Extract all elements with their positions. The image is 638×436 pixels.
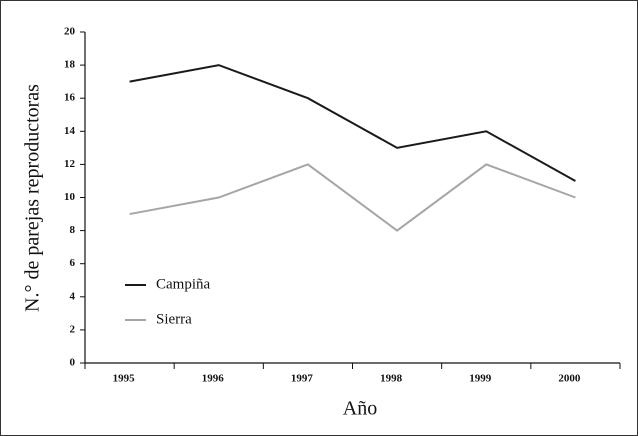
y-tick-label: 6 bbox=[70, 257, 76, 269]
x-tick-label: 1998 bbox=[380, 373, 403, 385]
x-tick-label: 1997 bbox=[291, 373, 314, 385]
y-tick-label: 10 bbox=[64, 191, 76, 203]
x-tick-label: 2000 bbox=[558, 373, 581, 385]
y-tick-label: 8 bbox=[70, 224, 76, 236]
series-line bbox=[129, 163, 576, 232]
x-tick-label: 1995 bbox=[113, 373, 136, 385]
series-line bbox=[129, 64, 576, 182]
y-tick-label: 0 bbox=[70, 357, 76, 369]
x-tick-label: 1999 bbox=[469, 373, 492, 385]
y-axis-label: N.° de parejas reproductoras bbox=[22, 84, 44, 312]
y-tick-label: 18 bbox=[64, 59, 76, 71]
x-tick-label: 1996 bbox=[202, 373, 225, 385]
y-tick-label: 20 bbox=[64, 26, 76, 38]
y-tick-label: 12 bbox=[64, 158, 76, 170]
y-tick-label: 14 bbox=[64, 125, 76, 137]
y-tick-label: 16 bbox=[64, 92, 76, 104]
legend-label: Campiña bbox=[156, 276, 210, 292]
y-tick-label: 4 bbox=[70, 290, 76, 302]
legend-label: Sierra bbox=[156, 311, 192, 327]
y-tick-label: 2 bbox=[70, 323, 76, 335]
x-axis-label: Año bbox=[343, 398, 377, 420]
